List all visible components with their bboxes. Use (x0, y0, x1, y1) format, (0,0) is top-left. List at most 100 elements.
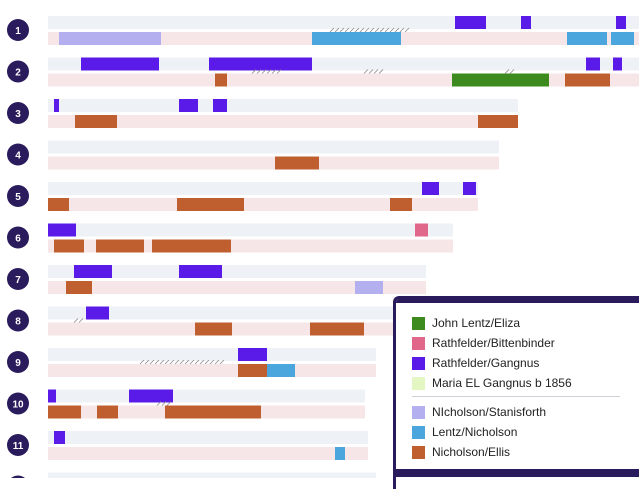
hatch-mark (399, 27, 405, 33)
segment-bar (177, 198, 244, 211)
segment-bar (567, 32, 607, 45)
hatch-mark (349, 27, 355, 33)
segment-bar (97, 405, 118, 419)
row-top-track (48, 265, 426, 278)
segment-bar (463, 182, 476, 195)
legend-item[interactable]: Rathfelder/Gangnus (412, 353, 620, 373)
hatch-mark (78, 318, 84, 323)
segment-bar (267, 364, 295, 377)
hatch-mark (184, 359, 190, 365)
hatch-mark (179, 359, 185, 365)
row-badge (7, 268, 29, 290)
segment-bar (335, 447, 345, 460)
segment-bar (48, 405, 81, 419)
segment-bar (96, 239, 122, 253)
segment-bar (213, 99, 227, 112)
hatch-mark (194, 359, 200, 365)
legend-label: NIcholson/Stanisforth (432, 405, 547, 419)
segment-bar (565, 73, 610, 87)
legend-item[interactable]: Rathfelder/Bittenbinder (412, 333, 620, 353)
row-top-track (48, 223, 453, 237)
segment-bar (54, 99, 59, 112)
segment-bar (75, 115, 117, 128)
segment-bar (48, 389, 56, 403)
hatch-mark (389, 27, 395, 33)
row-top-track (48, 472, 376, 478)
segment-bar (521, 16, 531, 29)
row-badge (7, 60, 29, 83)
row-badge-label: 3 (15, 109, 21, 120)
row-badge (7, 102, 29, 124)
segment-bar (238, 364, 267, 377)
legend-label: John Lentz/Eliza (432, 316, 521, 330)
segment-bar (122, 239, 144, 253)
segment-bar (179, 265, 222, 278)
hatch-mark (384, 27, 390, 33)
legend-swatch (412, 316, 425, 330)
row-bottom-track (48, 73, 639, 87)
legend-panel: John Lentz/Eliza Rathfelder/Bittenbinder R… (393, 296, 639, 489)
segment-bar (238, 348, 267, 361)
row-badge-label: 4 (15, 151, 21, 162)
legend-item[interactable]: NIcholson/Stanisforth (412, 402, 620, 422)
hatch-mark (189, 359, 195, 365)
row-badge (7, 392, 29, 415)
row-badge-label: 8 (15, 317, 21, 328)
hatch-mark (161, 401, 167, 406)
segment-bar (452, 73, 549, 87)
row-top-track (48, 182, 478, 195)
legend-item[interactable]: Nicholson/Ellis (412, 442, 620, 462)
hatch-mark (199, 359, 205, 365)
segment-bar (355, 281, 383, 294)
row-badge (7, 351, 29, 373)
segment-bar (48, 223, 76, 237)
segment-bar (310, 322, 364, 336)
row-badge (7, 19, 29, 41)
legend-separator (412, 396, 620, 397)
segment-bar (616, 16, 626, 29)
row-top-track (48, 140, 499, 154)
hatch-mark (368, 69, 374, 74)
legend-label: Nicholson/Ellis (432, 445, 511, 459)
legend-swatch (412, 336, 425, 350)
hatch-mark (369, 27, 375, 33)
legend-item[interactable]: Lentz/Nicholson (412, 422, 620, 442)
segment-bar (275, 156, 319, 170)
segment-bar (59, 32, 161, 45)
segment-bar (422, 182, 439, 195)
segment-bar (611, 32, 634, 45)
legend-scrollbar[interactable] (396, 469, 639, 477)
row-badge (7, 143, 29, 166)
legend-swatch (412, 376, 425, 390)
row-badge-label: 6 (15, 234, 21, 245)
hatch-mark (144, 359, 150, 365)
segment-bar (129, 389, 173, 403)
legend-list: John Lentz/Eliza Rathfelder/Bittenbinder R… (412, 313, 620, 462)
segment-bar (209, 57, 312, 71)
hatch-mark (344, 27, 350, 33)
row-top-track (48, 99, 518, 112)
legend-item[interactable]: John Lentz/Eliza (412, 313, 620, 333)
row-bottom-track (48, 239, 453, 253)
hatch-mark (139, 359, 145, 365)
legend-swatch (412, 356, 425, 370)
hatch-mark (334, 27, 340, 33)
hatch-mark (156, 401, 162, 406)
row-top-track (48, 431, 368, 444)
row-bottom-track (48, 322, 426, 336)
segment-bar (66, 281, 92, 294)
hatch-mark (271, 69, 277, 74)
legend-swatch (412, 425, 425, 439)
legend-scroll-dots: ⋮⋮⋮⋮⋮⋮⋮ (636, 317, 639, 477)
hatch-mark (214, 359, 220, 365)
hatch-mark (154, 359, 160, 365)
legend-item[interactable]: Maria EL Gangnus b 1856 (412, 373, 620, 393)
segment-bar (455, 16, 486, 29)
row-top-track (48, 389, 365, 403)
row-bottom-track (48, 447, 368, 460)
segment-bar (415, 223, 428, 237)
hatch-mark (209, 359, 215, 365)
hatch-mark (159, 359, 165, 365)
hatch-mark (374, 27, 380, 33)
segment-bar (86, 306, 109, 320)
